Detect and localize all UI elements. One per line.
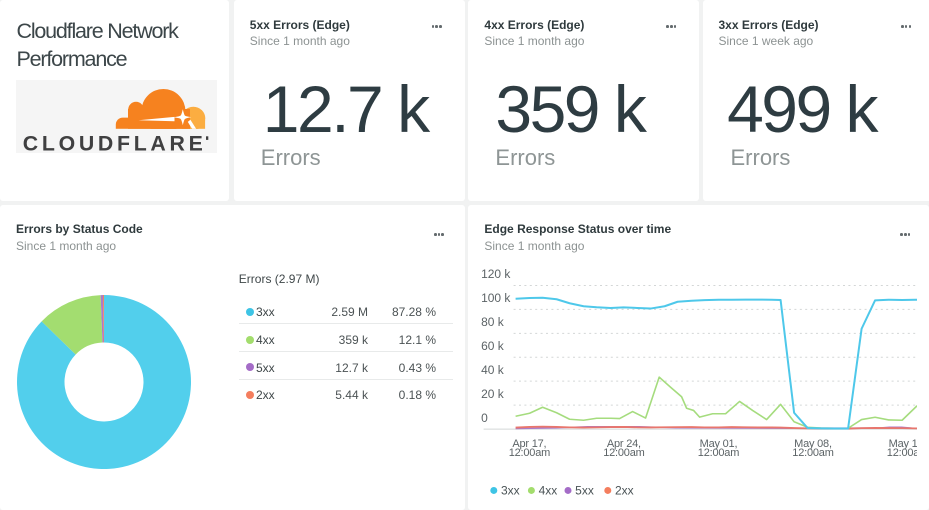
svg-text:May 01,: May 01, xyxy=(700,438,738,450)
svg-text:2xx: 2xx xyxy=(615,484,634,498)
svg-text:3xx: 3xx xyxy=(501,484,520,498)
svg-text:CLOUDFLARE: CLOUDFLARE xyxy=(22,131,206,154)
svg-text:12:00am: 12:00am xyxy=(887,447,917,459)
svg-text:May 08,: May 08, xyxy=(795,438,833,450)
svg-text:12:00am: 12:00am xyxy=(698,447,739,459)
svg-text:60 k: 60 k xyxy=(481,339,505,353)
svg-text:80 k: 80 k xyxy=(481,315,505,329)
svg-text:40 k: 40 k xyxy=(481,363,505,377)
svg-text:4xx: 4xx xyxy=(539,484,558,498)
svg-text:0: 0 xyxy=(481,411,488,425)
svg-text:Apr 24,: Apr 24, xyxy=(607,438,641,450)
svg-text:100 k: 100 k xyxy=(481,291,511,305)
svg-text:May 15,: May 15, xyxy=(889,438,917,450)
svg-text:12:00am: 12:00am xyxy=(509,447,550,459)
svg-text:5xx: 5xx xyxy=(576,484,595,498)
svg-text:Apr 17,: Apr 17, xyxy=(513,438,547,450)
svg-text:20 k: 20 k xyxy=(481,387,505,401)
svg-text:120 k: 120 k xyxy=(481,268,511,282)
svg-text:12:00am: 12:00am xyxy=(604,447,645,459)
svg-text:12:00am: 12:00am xyxy=(793,447,834,459)
